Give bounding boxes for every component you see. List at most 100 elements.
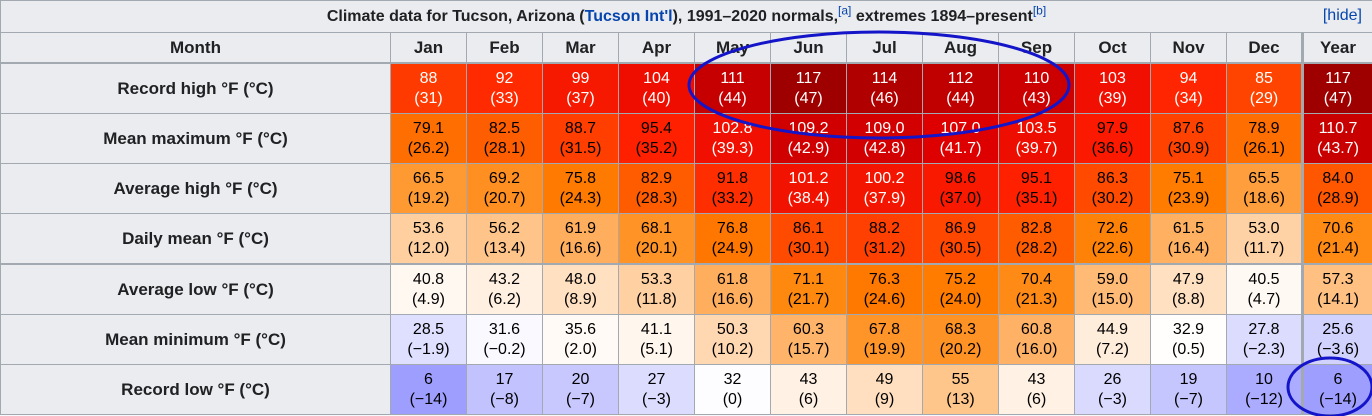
celsius-value: (−0.2)	[483, 340, 526, 358]
table-caption: Climate data for Tucson, Arizona (Tucson…	[0, 0, 1372, 33]
celsius-value: (33)	[490, 89, 519, 107]
celsius-value: (15.0)	[1091, 290, 1134, 308]
data-cell: 100.2 (37.9)	[846, 163, 923, 214]
celsius-value: (−7)	[1174, 390, 1203, 408]
fahrenheit-value: 59.0	[1096, 270, 1129, 288]
data-cell: 91.8 (33.2)	[694, 163, 771, 214]
data-cell: 99 (37)	[542, 62, 619, 114]
month-header-apr: Apr	[618, 32, 695, 64]
fahrenheit-value: 112	[947, 69, 974, 87]
fahrenheit-value: 92	[495, 69, 514, 87]
celsius-value: (29)	[1249, 89, 1279, 107]
celsius-value: (11.8)	[636, 290, 677, 308]
fahrenheit-value: 56.2	[488, 219, 521, 237]
celsius-value: (0.5)	[1172, 340, 1205, 358]
fahrenheit-value: 75.1	[1172, 169, 1205, 187]
fahrenheit-value: 88	[419, 69, 438, 87]
celsius-value: (35.2)	[635, 139, 678, 157]
footnote-a-link[interactable]: [a]	[838, 3, 852, 18]
celsius-value: (−3)	[642, 390, 671, 408]
month-header-aug: Aug	[922, 32, 999, 64]
data-cell: 40.8 (4.9)	[390, 263, 467, 315]
fahrenheit-value: 82.5	[488, 119, 521, 137]
data-cell: 70.4 (21.3)	[998, 263, 1075, 315]
data-cell: 72.6 (22.6)	[1074, 213, 1151, 265]
data-cell: 88.7 (31.5)	[542, 113, 619, 164]
tucson-intl-link[interactable]: Tucson Int'l	[584, 7, 673, 25]
data-cell: 110 (43)	[998, 62, 1075, 114]
fahrenheit-value: 17	[495, 370, 514, 388]
data-cell: 41.1 (5.1)	[618, 314, 695, 365]
data-cell: 32.9 (0.5)	[1150, 314, 1227, 365]
fahrenheit-value: 49	[875, 370, 894, 388]
data-cell: 98.6 (37.0)	[922, 163, 999, 214]
fahrenheit-value: 68.1	[640, 219, 673, 237]
data-cell: 10 (−12)	[1226, 364, 1303, 415]
month-header-feb: Feb	[466, 32, 543, 64]
fahrenheit-value: 20	[571, 370, 590, 388]
data-cell: 88 (31)	[390, 62, 467, 114]
month-header-year: Year	[1301, 32, 1372, 64]
data-cell: 68.1 (20.1)	[618, 213, 695, 265]
fahrenheit-value: 57.3	[1322, 270, 1354, 288]
celsius-value: (14.1)	[1317, 290, 1359, 308]
fahrenheit-value: 53.0	[1248, 219, 1280, 237]
celsius-value: (26.1)	[1243, 139, 1285, 157]
celsius-value: (44)	[718, 89, 747, 107]
data-cell: 50.3 (10.2)	[694, 314, 771, 365]
fahrenheit-value: 48.0	[564, 270, 597, 288]
data-cell: 43 (6)	[998, 364, 1075, 415]
data-cell: 109.0 (42.8)	[846, 113, 923, 164]
fahrenheit-value: 61.8	[716, 270, 749, 288]
month-header-mar: Mar	[542, 32, 619, 64]
celsius-value: (15.7)	[787, 340, 830, 358]
fahrenheit-value: 28.5	[412, 320, 445, 338]
fahrenheit-value: 99	[571, 69, 590, 87]
fahrenheit-value: 41.1	[640, 320, 673, 338]
fahrenheit-value: 109.0	[864, 119, 905, 137]
celsius-value: (42.8)	[863, 139, 906, 157]
fahrenheit-value: 27.8	[1248, 320, 1280, 338]
celsius-value: (26.2)	[407, 139, 450, 157]
data-cell: 112 (44)	[922, 62, 999, 114]
data-cell: 67.8 (19.9)	[846, 314, 923, 365]
footnote-b-link[interactable]: [b]	[1032, 3, 1047, 18]
data-cell: 69.2 (20.7)	[466, 163, 543, 214]
fahrenheit-value: 87.6	[1172, 119, 1205, 137]
data-cell: 48.0 (8.9)	[542, 263, 619, 315]
fahrenheit-value: 85	[1255, 69, 1273, 87]
table-row: Average high °F (°C) 66.5 (19.2) 69.2 (20.7)…	[0, 163, 1372, 214]
hide-toggle-link[interactable]: [hide]	[1322, 7, 1362, 24]
fahrenheit-value: 32	[723, 370, 742, 388]
fahrenheit-value: 71.1	[792, 270, 825, 288]
data-cell: 40.5 (4.7)	[1226, 263, 1303, 315]
data-cell: 44.9 (7.2)	[1074, 314, 1151, 365]
celsius-value: (35.1)	[1015, 189, 1058, 207]
data-cell: 66.5 (19.2)	[390, 163, 467, 214]
celsius-value: (−3.6)	[1316, 340, 1360, 358]
celsius-value: (19.2)	[407, 189, 450, 207]
data-cell: 35.6 (2.0)	[542, 314, 619, 365]
month-header-dec: Dec	[1226, 32, 1303, 64]
data-cell: 53.6 (12.0)	[390, 213, 467, 265]
fahrenheit-value: 98.6	[944, 169, 977, 187]
celsius-value: (20.1)	[635, 239, 678, 257]
month-header-nov: Nov	[1150, 32, 1227, 64]
data-cell: 76.8 (24.9)	[694, 213, 771, 265]
celsius-value: (37.0)	[939, 189, 982, 207]
fahrenheit-value: 32.9	[1172, 320, 1205, 338]
celsius-value: (39.3)	[711, 139, 754, 157]
data-cell: 117 (47)	[770, 62, 847, 114]
row-label: Record high °F (°C)	[0, 62, 391, 114]
fahrenheit-value: 111	[720, 69, 745, 87]
data-cell: 49 (9)	[846, 364, 923, 415]
fahrenheit-value: 110	[1023, 69, 1050, 87]
fahrenheit-value: 82.9	[640, 169, 673, 187]
data-cell: 82.5 (28.1)	[466, 113, 543, 164]
table-row: Record high °F (°C) 88 (31) 92 (33) 99 (37) 104…	[0, 62, 1372, 114]
celsius-value: (47)	[794, 89, 823, 107]
data-cell: 101.2 (38.4)	[770, 163, 847, 214]
data-cell: 60.3 (15.7)	[770, 314, 847, 365]
data-cell: 56.2 (13.4)	[466, 213, 543, 265]
fahrenheit-value: 88.7	[564, 119, 597, 137]
